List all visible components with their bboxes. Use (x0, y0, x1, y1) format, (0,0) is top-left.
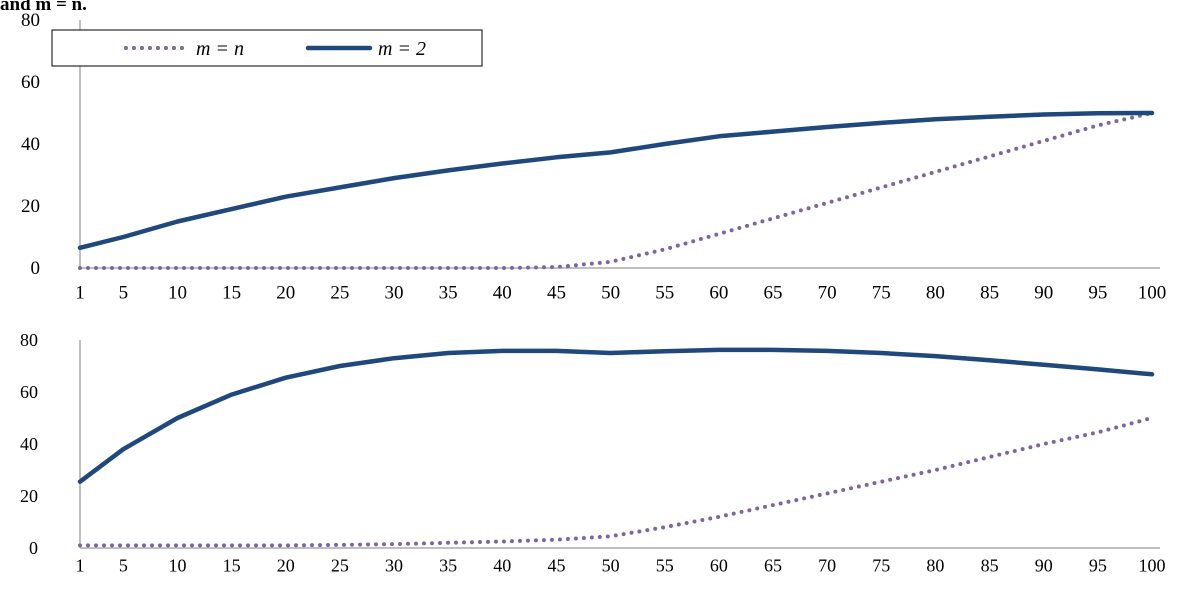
chart1-x-tick-label: 25 (330, 282, 349, 303)
chart1-x-tick-label: 1 (75, 282, 85, 303)
chart1-x-tick-label: 90 (1034, 282, 1053, 303)
chart1-x-tick-label: 5 (119, 282, 129, 303)
chart2-x-tick-label: 15 (223, 556, 241, 576)
chart2-x-tick-label: 60 (710, 556, 728, 576)
chart2-x-tick-label: 65 (764, 556, 782, 576)
chart1-x-tick-label: 40 (493, 282, 512, 303)
chart2-x-tick-label: 35 (439, 556, 457, 576)
chart1-x-tick-label: 20 (276, 282, 295, 303)
chart2-x-tick-label: 25 (331, 556, 349, 576)
chart1-y-tick-label: 60 (21, 72, 40, 93)
chart2-x-tick-label: 95 (1089, 556, 1107, 576)
chart2-y-tick-label: 0 (29, 538, 38, 558)
chart1-legend-label: m = n (196, 38, 244, 60)
chart2-x-tick-label: 10 (168, 556, 186, 576)
chart2-x-tick-label: 20 (277, 556, 295, 576)
chart1-x-tick-label: 75 (872, 282, 891, 303)
chart1-series-line-m-equals-2 (77, 110, 1155, 251)
chart2-x-tick-label: 55 (656, 556, 674, 576)
chart1-x-tick-label: 50 (601, 282, 620, 303)
chart2-y-tick-label: 60 (20, 382, 38, 402)
chart2-x-tick-label: 80 (926, 556, 944, 576)
chart1-series-line-m-equals-n (78, 111, 1154, 270)
chart1-x-tick-label: 15 (222, 282, 241, 303)
chart2-series-line-m-equals-2 (77, 347, 1155, 484)
chart2-x-tick-label: 40 (493, 556, 511, 576)
chart1-y-tick-label: 20 (21, 196, 40, 217)
chart1-x-tick-label: 30 (385, 282, 404, 303)
chart1-y-tick-label: 80 (21, 10, 40, 31)
chart2-x-tick-label: 1 (76, 556, 85, 576)
chart1-x-tick-label: 55 (655, 282, 674, 303)
chart1-legend-box (51, 29, 483, 67)
chart2-x-tick-label: 70 (818, 556, 836, 576)
chart2-x-tick-label: 5 (119, 556, 128, 576)
chart1-x-tick-label: 65 (764, 282, 783, 303)
chart2-y-tick-label: 20 (20, 486, 38, 506)
chart2-y-tick-label: 80 (20, 330, 38, 350)
chart1-x-tick-label: 95 (1088, 282, 1107, 303)
chart1-x-tick-label: 70 (818, 282, 837, 303)
chart2-x-tick-label: 85 (981, 556, 999, 576)
chart2-x-tick-label: 90 (1035, 556, 1053, 576)
chart1-x-tick-label: 100 (1138, 282, 1167, 303)
chart1-legend-label: m = 2 (378, 38, 426, 60)
chart2-x-tick-label: 75 (872, 556, 890, 576)
chart1-x-tick-label: 45 (547, 282, 566, 303)
chart2-series-line-m-equals-n (78, 416, 1154, 548)
chart1-x-tick-label: 60 (709, 282, 728, 303)
chart1-x-tick-label: 10 (168, 282, 187, 303)
chart2-x-tick-label: 45 (547, 556, 565, 576)
chart2-x-tick-label: 100 (1139, 556, 1166, 576)
chart1-y-tick-label: 40 (21, 134, 40, 155)
chart1-y-tick-label: 0 (31, 258, 41, 279)
chart2-x-tick-label: 30 (385, 556, 403, 576)
chart2-x-tick-label: 50 (602, 556, 620, 576)
figure-caption: and m = n. (0, 0, 87, 15)
chart2-y-tick-label: 40 (20, 434, 38, 454)
chart1-x-tick-label: 85 (980, 282, 999, 303)
chart1-x-tick-label: 80 (926, 282, 945, 303)
chart1-x-tick-label: 35 (439, 282, 458, 303)
